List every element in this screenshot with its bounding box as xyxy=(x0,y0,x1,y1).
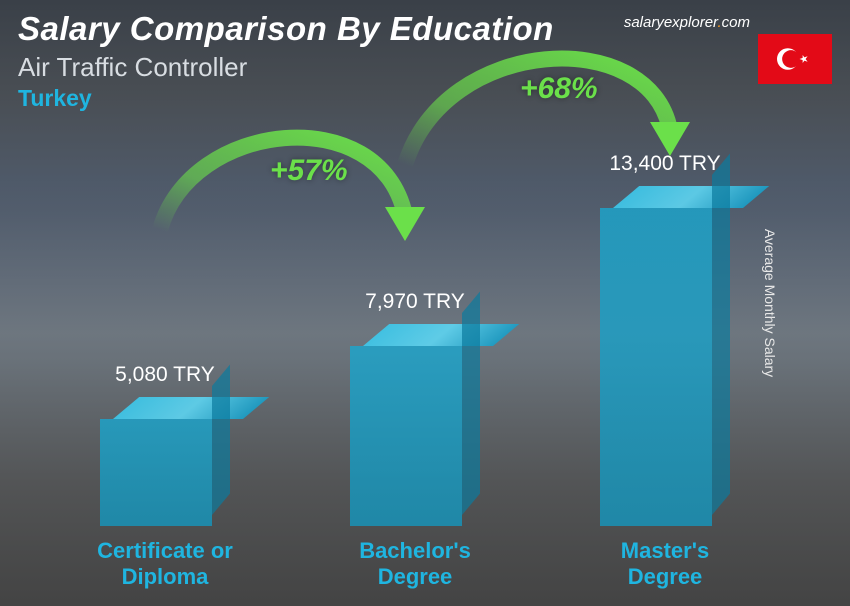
country-name: Turkey xyxy=(18,85,832,112)
x-label: Master'sDegree xyxy=(565,538,765,598)
bar-value: 13,400 TRY xyxy=(609,152,720,176)
bar-chart: 5,080 TRY7,970 TRY13,400 TRY +57%+68% xyxy=(40,150,790,526)
increase-percentage: +68% xyxy=(520,72,598,106)
bar-value: 5,080 TRY xyxy=(115,363,215,387)
turkey-flag-icon xyxy=(758,34,832,84)
bar-value: 7,970 TRY xyxy=(365,290,465,314)
x-label: Certificate orDiploma xyxy=(65,538,265,598)
brand-watermark: salaryexplorer.com xyxy=(624,14,750,31)
bar: 7,970 TRY xyxy=(335,290,495,526)
bar: 13,400 TRY xyxy=(585,152,745,526)
x-label: Bachelor'sDegree xyxy=(315,538,515,598)
job-title: Air Traffic Controller xyxy=(18,52,832,83)
x-axis-labels: Certificate orDiploma Bachelor'sDegree Mas… xyxy=(40,538,790,598)
increase-percentage: +57% xyxy=(270,154,348,188)
bar: 5,080 TRY xyxy=(85,363,245,526)
